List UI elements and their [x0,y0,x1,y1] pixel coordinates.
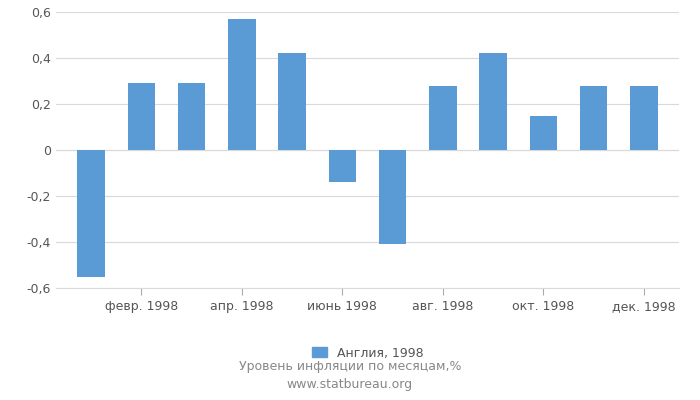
Bar [78,150,105,276]
Text: www.statbureau.org: www.statbureau.org [287,378,413,391]
Bar [429,86,456,150]
Bar [529,116,557,150]
Bar [480,53,507,150]
Bar [379,150,407,244]
Text: Уровень инфляции по месяцам,%: Уровень инфляции по месяцам,% [239,360,461,373]
Legend: Англия, 1998: Англия, 1998 [307,342,428,364]
Bar [228,19,256,150]
Bar [328,150,356,182]
Bar [178,83,206,150]
Bar [630,86,657,150]
Bar [127,83,155,150]
Bar [279,53,306,150]
Bar [580,86,608,150]
